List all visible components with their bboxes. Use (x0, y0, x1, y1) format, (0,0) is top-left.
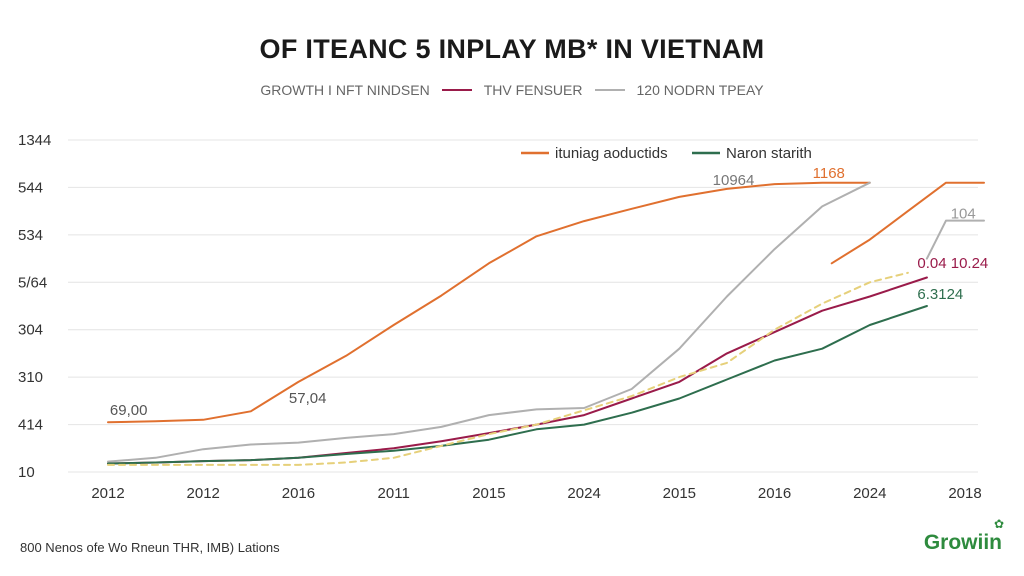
data-label: 69,00 (110, 402, 148, 419)
x-tick-label: 2018 (948, 485, 981, 502)
chart-subtitle: GROWTH I NFT NINDSEN THV FENSUER 120 NOD… (0, 82, 1024, 98)
y-tick-label: 414 (18, 417, 43, 434)
series-line-3 (107, 181, 871, 463)
legend-label: ituniag aoductids (555, 145, 668, 162)
footnote: 800 Nenos ofe Wo Rneun THR, IMB) Lations (20, 540, 280, 555)
legend-label: Naron starith (726, 145, 812, 162)
subtitle-segment-2: THV FENSUER (483, 82, 583, 98)
series-line-1 (107, 181, 871, 424)
y-tick-label: 5/64 (18, 274, 47, 291)
x-tick-label: 2012 (187, 485, 220, 502)
data-label: 10964 (713, 172, 755, 189)
data-label: 57,04 (289, 390, 327, 407)
x-tick-label: 2024 (567, 485, 600, 502)
y-tick-label: 544 (18, 179, 43, 196)
y-tick-label: 310 (18, 369, 43, 386)
x-tick-label: 2011 (378, 485, 410, 502)
x-tick-label: 2016 (282, 485, 315, 502)
series-line-6 (107, 305, 928, 465)
y-tick-label: 10 (18, 464, 35, 481)
data-label: 0.04 10.24 (917, 255, 988, 272)
chart-title: OF ITEANC 5 INPLAY MB* IN VIETNAM (259, 34, 765, 64)
data-label: 6.3124 (917, 286, 963, 303)
series-line-2 (830, 181, 985, 265)
brand-logo: ✿ Growiin (923, 517, 1004, 555)
data-label: 1168 (813, 165, 845, 182)
y-tick-label: 534 (18, 227, 43, 244)
subtitle-segment-1: GROWTH I NFT NINDSEN (260, 82, 430, 98)
data-label: 104 (951, 205, 976, 222)
y-tick-label: 304 (18, 322, 43, 339)
x-tick-label: 2015 (663, 485, 696, 502)
series-line-7 (107, 271, 909, 466)
series-line-5 (107, 276, 928, 465)
leaf-icon: ✿ (993, 517, 1004, 531)
brand-name: Growiin (923, 531, 1002, 554)
subtitle-segment-3: 120 NODRN TPEAY (636, 82, 764, 98)
y-tick-label: 1344 (18, 132, 51, 149)
subtitle-swatch-2 (594, 89, 625, 91)
x-tick-label: 2024 (853, 485, 886, 502)
subtitle-swatch-1 (441, 89, 472, 91)
x-tick-label: 2016 (758, 485, 791, 502)
x-tick-label: 2015 (472, 485, 505, 502)
x-tick-label: 2012 (91, 485, 124, 502)
series-line-4 (925, 219, 985, 260)
